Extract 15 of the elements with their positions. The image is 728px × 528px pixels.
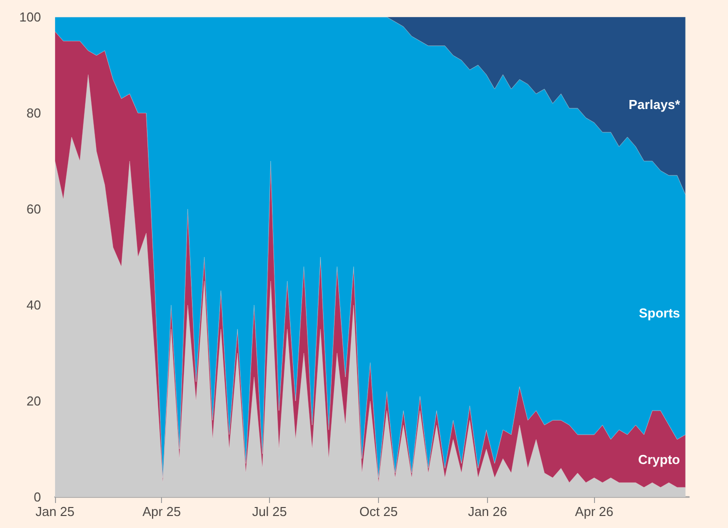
y-tick-label: 80 [26,106,41,120]
y-tick-label: 100 [19,10,41,24]
x-tick-label: Apr 26 [575,504,614,519]
y-tick-label: 20 [26,394,41,408]
series-label: Crypto [638,452,680,467]
x-tick-label: Apr 25 [142,504,181,519]
x-tick-label: Jan 25 [35,504,75,519]
x-tick-label: Jul 25 [252,504,287,519]
x-tick-label: Jan 26 [468,504,508,519]
x-tick-label: Oct 25 [359,504,398,519]
y-tick-label: 40 [26,298,41,312]
y-tick-label: 0 [34,490,41,504]
series-label: Sports [638,306,680,321]
y-tick-label: 60 [26,202,41,216]
series-label: Parlays* [628,96,681,112]
